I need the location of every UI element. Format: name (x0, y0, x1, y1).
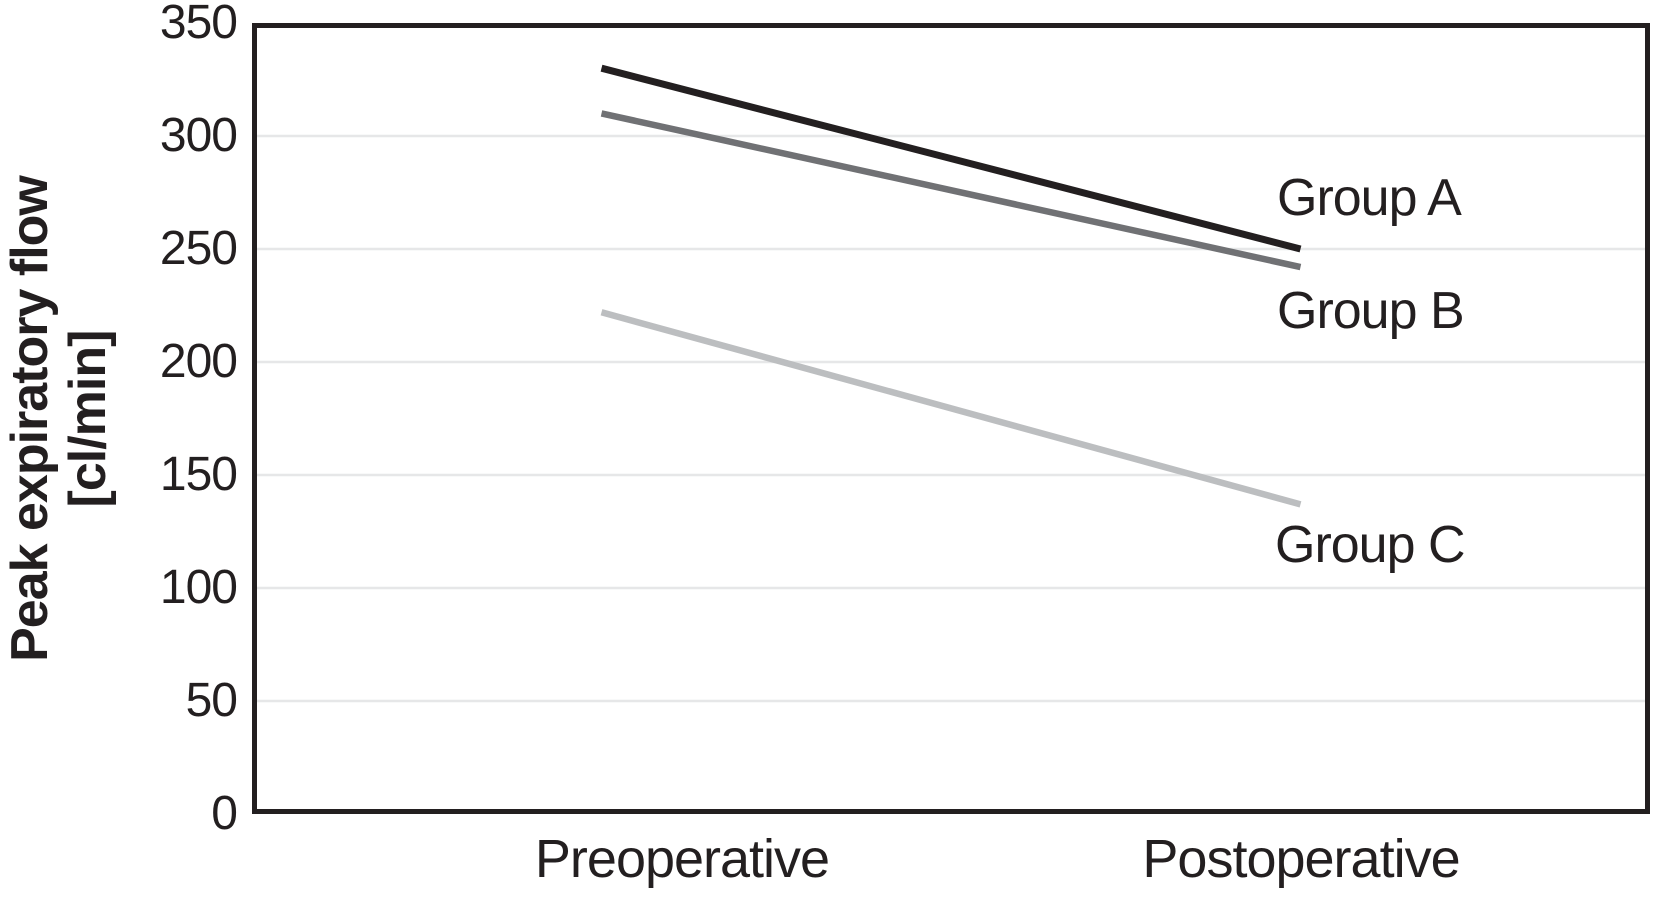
y-axis-title-line-2: [cl/min] (59, 330, 117, 507)
plot-area (252, 23, 1650, 814)
y-tick-label-150: 150 (159, 448, 238, 501)
plot-svg (252, 23, 1650, 814)
x-tick-label-preoperative: Preoperative (534, 829, 830, 889)
y-tick-label-200: 200 (159, 335, 238, 388)
series-label-group-b: Group B (1277, 282, 1465, 340)
x-tick-label-postoperative: Postoperative (1142, 829, 1460, 889)
series-line-group-a (600, 64, 1302, 253)
y-tick-label-300: 300 (159, 109, 238, 162)
y-tick-label-350: 350 (159, 0, 238, 49)
series-label-group-a: Group A (1277, 169, 1462, 227)
series-line-group-c (600, 309, 1302, 508)
series-line-group-b (600, 110, 1302, 271)
series-label-group-c: Group C (1275, 516, 1466, 574)
y-tick-label-100: 100 (159, 561, 238, 614)
y-tick-label-50: 50 (185, 674, 238, 727)
plot-frame (252, 23, 1650, 814)
y-axis-title-text: Peak expiratory flow [cl/min] (1, 176, 117, 662)
y-axis-title-line-1: Peak expiratory flow (0, 175, 59, 662)
y-tick-label-0: 0 (211, 787, 238, 840)
y-tick-label-250: 250 (159, 222, 238, 275)
y-axis-title: Peak expiratory flow [cl/min] (0, 23, 118, 814)
